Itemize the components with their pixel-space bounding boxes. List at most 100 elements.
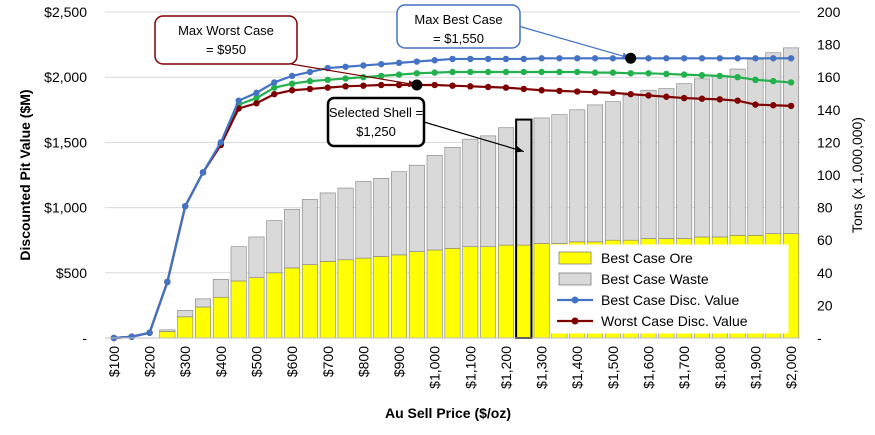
annotation-text: Max Worst Case [178,23,274,38]
series-point [787,79,795,86]
bar-ore [497,244,514,339]
series-point [342,75,349,82]
annotation-marker [625,52,637,64]
x-tick-label: $500 [248,346,264,377]
bar-waste [783,47,800,234]
series-point [574,88,581,95]
series-point [591,69,599,76]
y2-tick-label: 100 [817,167,841,183]
series-point [146,329,153,336]
bar-waste [284,208,301,269]
annotation-text: = $1,550 [433,31,484,46]
series-point [164,278,171,286]
x-tick-label: $1,400 [569,346,585,389]
series-point [591,88,599,96]
x-tick-label: $1,700 [676,346,692,389]
bar-waste [765,52,782,234]
series-point [467,55,474,63]
series-point [770,77,777,85]
series-point [360,74,367,81]
x-tick-label: $1,800 [712,346,728,389]
series-point [467,83,474,90]
series-point [306,68,314,76]
series-point [663,93,670,100]
x-tick-label: $300 [177,346,193,377]
series-point [449,68,456,76]
bar-waste [391,171,408,256]
bar-waste [676,83,693,239]
series-point [395,71,403,78]
series-point [556,68,563,76]
annotation-box [326,96,426,148]
series-point [680,71,688,78]
series-point [413,70,421,77]
series-point [716,55,724,62]
bar-waste [694,78,710,238]
bar-waste [319,192,336,262]
y2-tick-label: 20 [817,297,833,313]
bar-waste [551,114,568,244]
series-point [520,55,527,63]
series-point [360,82,367,89]
legend-label: Best Case Ore [601,250,693,266]
series-point [199,169,207,176]
bar-ore [444,248,461,339]
x-tick-label: $900 [391,346,407,377]
bar-waste [533,117,550,244]
bar-waste [426,155,443,251]
x-tick-label: $1,100 [462,346,478,389]
y2-tick-label: 60 [817,232,833,248]
bar-waste [248,236,265,278]
series-point [128,333,135,340]
series-point [770,102,777,109]
series-point [663,70,670,78]
series-point [556,87,563,95]
annotation-text: Max Best Case [414,12,502,27]
bar-waste [195,298,211,308]
x-tick-label: $2,000 [783,346,799,389]
legend-swatch-point [571,296,579,304]
annotation-text: $1,250 [356,124,396,139]
series-point [752,101,759,108]
series-point [253,100,260,107]
bar-ore [248,277,265,339]
legend: Best Case Ore Best Case Waste Best Case Di… [550,244,789,334]
series-point [680,55,688,62]
series-point [645,70,652,77]
series-point [484,83,492,91]
series-point [431,57,438,64]
bar-waste [337,187,354,261]
series-point [609,69,617,76]
x-tick-label: $1,300 [534,346,550,389]
bar-waste [462,138,479,248]
annotation-text: Selected Shell = [329,105,423,120]
bar-ore [355,257,372,339]
series-point [413,58,421,65]
legend-swatch [558,251,592,265]
series-point [502,84,510,91]
bar-waste [658,88,675,239]
bar-ore [284,267,301,339]
series-point [574,55,581,62]
legend-label: Best Case Waste [601,271,709,287]
series-point [538,68,545,76]
series-point [698,95,706,102]
series-point [395,81,403,89]
annotation-leader [423,121,524,153]
series-point [342,63,349,70]
series-point [680,94,688,102]
x-tick-label: $600 [284,346,300,377]
series-point [663,55,670,62]
series-point [235,97,242,104]
series-point [591,55,599,62]
bar-ore [195,306,211,339]
series-point [484,55,492,63]
series-point [716,96,724,103]
bar-ore [266,272,283,339]
bar-waste [587,104,604,243]
series-point [556,55,563,62]
annotation-marker [411,79,423,91]
series-point [288,72,296,80]
series-point [449,82,456,89]
series-point [271,79,278,86]
